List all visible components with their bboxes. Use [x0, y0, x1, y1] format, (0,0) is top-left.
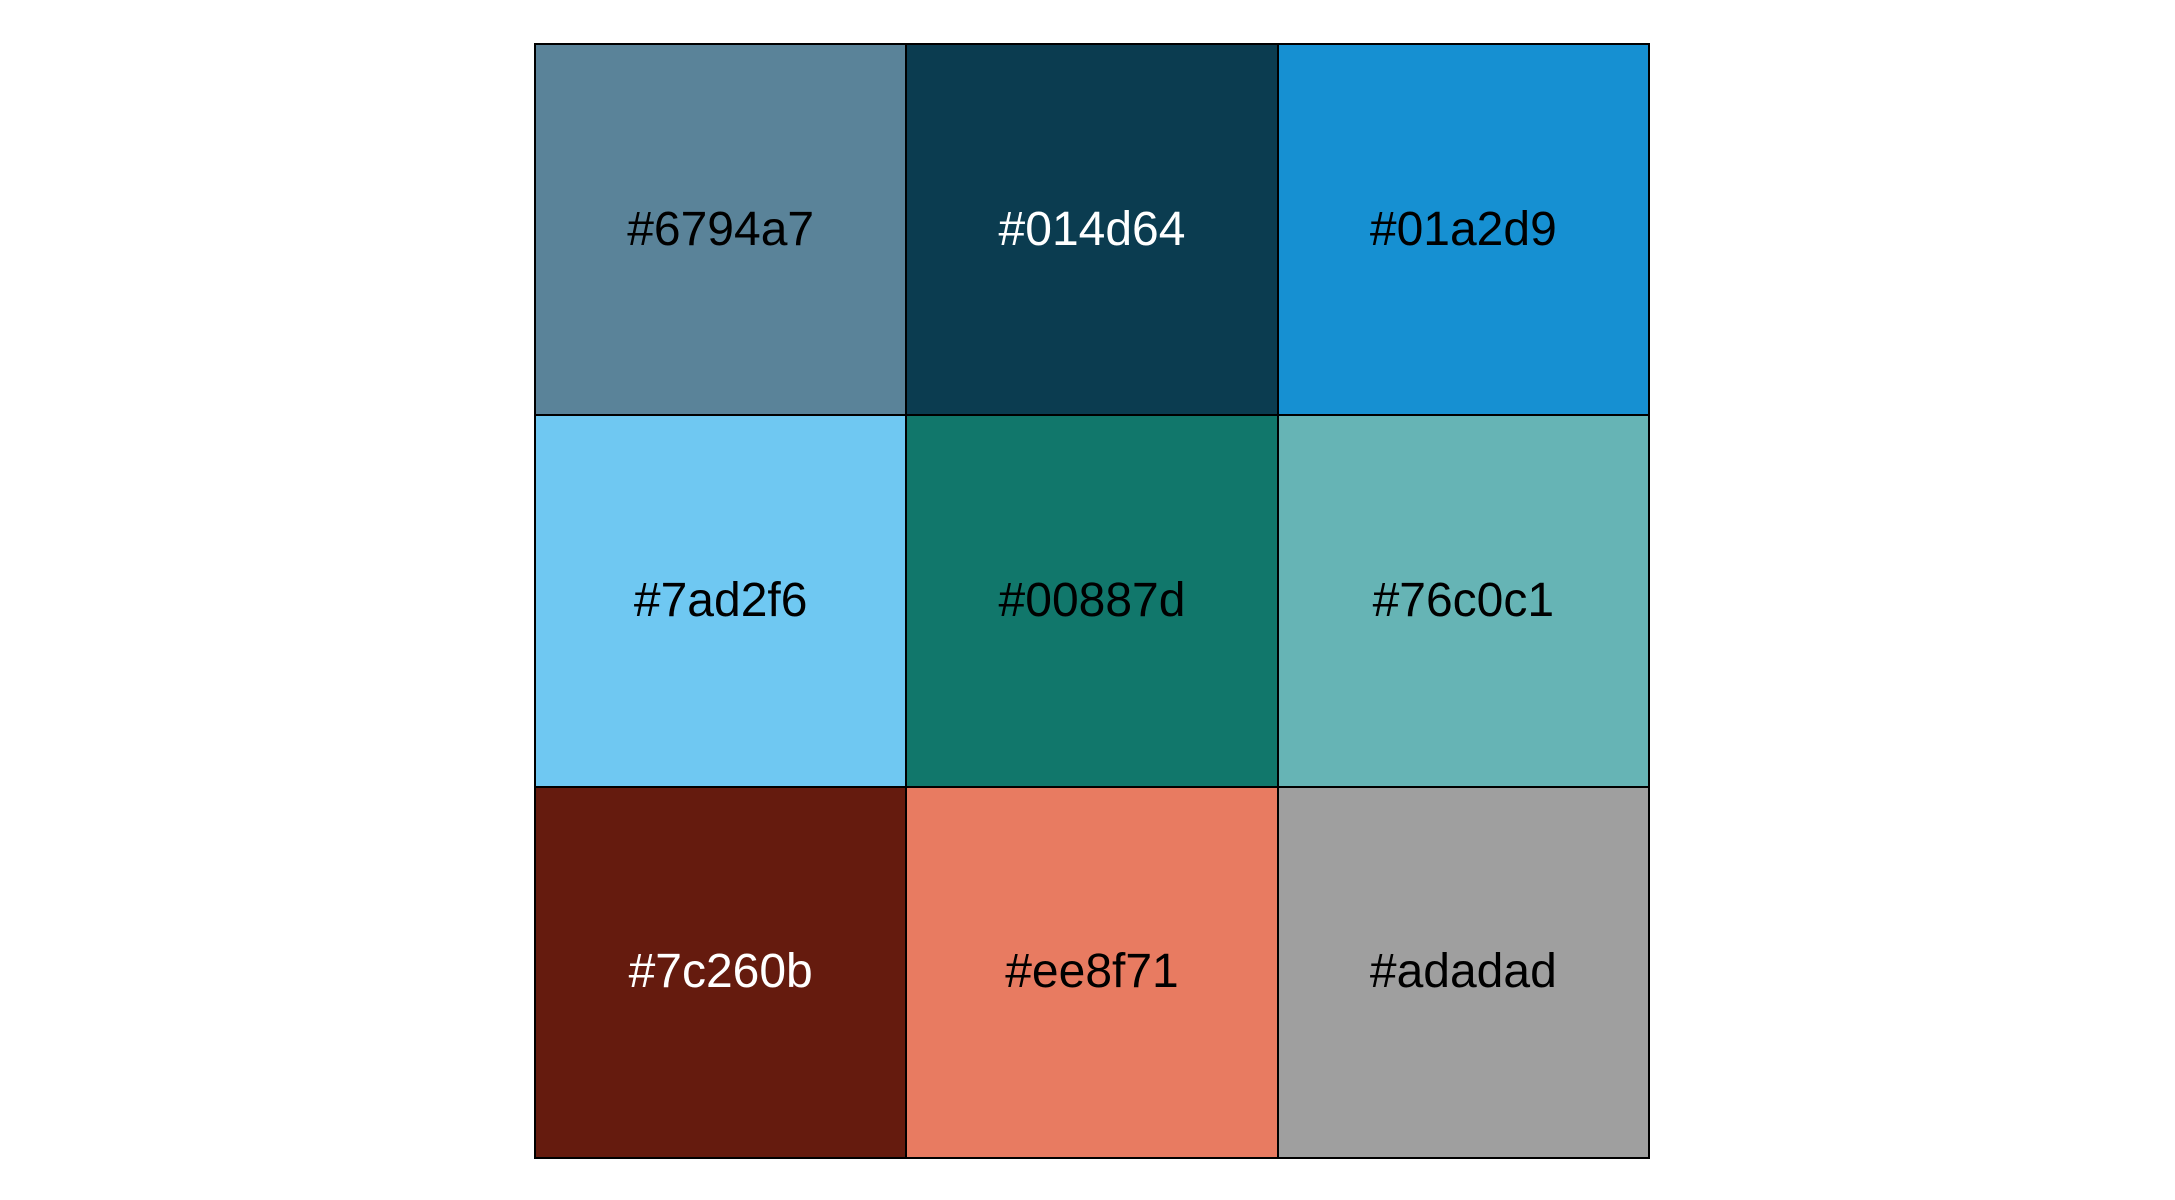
- swatch-hex-label: #014d64: [998, 202, 1186, 256]
- color-swatch: #00887d: [907, 416, 1277, 786]
- color-swatch: #ee8f71: [907, 787, 1277, 1157]
- color-swatch: #76c0c1: [1278, 416, 1648, 786]
- swatch-hex-label: #adadad: [1369, 945, 1557, 999]
- palette-grid: #6794a7 #014d64 #01a2d9 #7ad2f6 #00887d #76c0…: [534, 43, 1650, 1159]
- color-swatch: #01a2d9: [1278, 45, 1648, 415]
- color-swatch: #7c260b: [536, 787, 906, 1157]
- color-swatch: #adadad: [1278, 787, 1648, 1157]
- swatch-hex-label: #6794a7: [627, 202, 815, 256]
- swatch-hex-label: #01a2d9: [1369, 202, 1557, 256]
- color-swatch: #014d64: [907, 45, 1277, 415]
- color-swatch: #6794a7: [536, 45, 906, 415]
- swatch-hex-label: #7c260b: [628, 945, 813, 999]
- swatch-hex-label: #76c0c1: [1372, 573, 1555, 627]
- swatch-hex-label: #7ad2f6: [633, 573, 808, 627]
- swatch-hex-label: #ee8f71: [1005, 945, 1179, 999]
- swatch-hex-label: #00887d: [998, 573, 1186, 627]
- color-swatch: #7ad2f6: [536, 416, 906, 786]
